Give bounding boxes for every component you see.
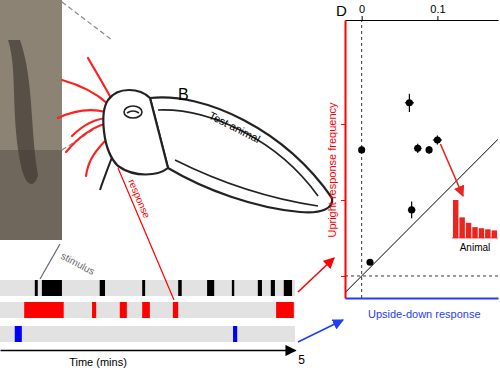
event [142, 280, 145, 296]
tick-mark [341, 200, 345, 201]
inset: Animal [452, 200, 498, 253]
point [366, 259, 373, 266]
tick [341, 124, 345, 125]
arm [58, 110, 106, 118]
cuttlefish [58, 58, 332, 212]
x-axis-title: Time (mins) [69, 356, 127, 368]
pupil [127, 111, 139, 113]
inset-bars [453, 200, 497, 238]
callout-line [118, 168, 174, 300]
bar [479, 228, 484, 238]
event [276, 302, 294, 318]
link-arrow [298, 320, 343, 342]
tick-mark [341, 276, 345, 277]
arm [86, 138, 108, 176]
bar [466, 223, 471, 238]
photo-animal [8, 40, 38, 184]
event [120, 302, 127, 318]
event [92, 302, 96, 318]
panel-label: B [178, 86, 189, 103]
event [42, 280, 62, 296]
identity-line [345, 139, 498, 292]
event [178, 280, 182, 296]
panel-label: D [336, 2, 347, 19]
point [426, 146, 433, 153]
event [142, 302, 150, 318]
events [15, 280, 294, 342]
event [233, 326, 237, 342]
grid-line [361, 20, 362, 298]
event [207, 280, 214, 296]
arm [62, 80, 108, 104]
x-axis-title: Animal [460, 242, 491, 253]
tick-label: 5 [298, 353, 305, 367]
event [232, 280, 234, 296]
tick-mark [437, 16, 438, 20]
event [35, 280, 38, 296]
bar [492, 230, 497, 238]
annotation: Test animal [207, 109, 262, 145]
plot-area [345, 20, 498, 298]
scatter: 00.1 [341, 3, 499, 299]
event [173, 302, 178, 318]
event [15, 326, 22, 342]
tick: 0 [359, 3, 365, 20]
head [103, 90, 168, 175]
callout-line [40, 244, 60, 279]
inset-arrow [440, 144, 463, 196]
point [406, 99, 413, 106]
tick [341, 276, 345, 277]
y-axis [341, 21, 346, 299]
tick-mark [362, 16, 363, 20]
row-band [0, 280, 295, 296]
grid-line [345, 275, 498, 276]
point [408, 206, 415, 213]
event [271, 280, 275, 296]
axis-line [346, 298, 499, 300]
series-label: response [126, 177, 152, 220]
event [284, 280, 292, 296]
point [414, 145, 421, 152]
eye [124, 106, 142, 118]
fin [158, 110, 318, 196]
x-axis-bottom [346, 298, 499, 299]
bar [453, 200, 458, 238]
raster: 5 Time (mins) [0, 280, 305, 368]
tick: 5 [296, 350, 306, 367]
point [434, 136, 441, 143]
axis-line [346, 20, 499, 21]
mantle [150, 97, 332, 212]
tick: 0.1 [430, 3, 445, 20]
point [358, 146, 365, 153]
baseline [452, 238, 498, 239]
x-axis: 5 [1, 350, 306, 367]
bar [459, 217, 464, 238]
row-band [0, 326, 295, 342]
fin [175, 160, 318, 206]
bar [472, 227, 477, 238]
series-label: stimulus [59, 250, 97, 277]
y-axis-title: Upright response frequency [326, 102, 338, 238]
axis-line [1, 350, 296, 352]
event [100, 280, 105, 296]
x-axis-title: Upside-down response [368, 308, 481, 320]
row-band [0, 302, 295, 318]
tick [341, 200, 345, 201]
photo [0, 0, 62, 240]
axis-line [345, 21, 347, 299]
link-arrow [298, 258, 334, 292]
zoom-line [62, 2, 112, 40]
bar [485, 229, 490, 238]
arm [88, 58, 112, 100]
event [24, 302, 64, 318]
event [258, 280, 262, 296]
figure: 5 Time (mins) B Test animal stimulus response… [0, 0, 500, 375]
x-axis: 00.1 [346, 3, 499, 21]
photo-frame [0, 0, 62, 240]
tick-label: 0 [359, 3, 365, 15]
tick-label: 0.1 [430, 3, 445, 15]
tick-mark [341, 124, 345, 125]
